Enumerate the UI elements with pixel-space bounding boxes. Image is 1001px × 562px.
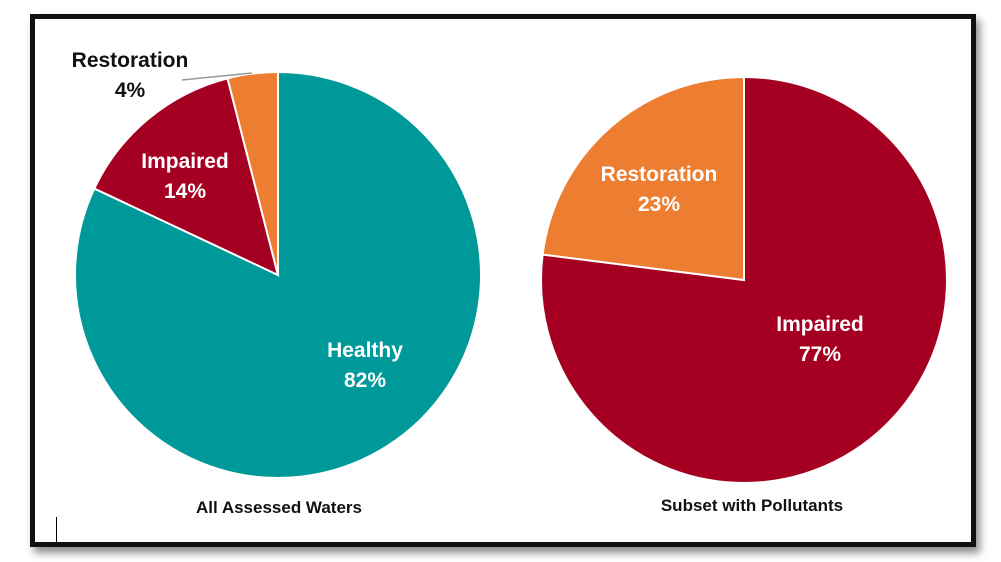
pie-chart-2: Impaired 77% Restoration 23% Subset with Pol… — [540, 75, 948, 515]
slice-value-impaired: 14% — [164, 180, 206, 203]
slice-label-restoration: Restoration — [601, 163, 718, 186]
slice-label-restoration: Restoration — [72, 49, 189, 72]
slice-value-restoration: 4% — [115, 79, 146, 102]
slice-label-healthy: Healthy — [327, 339, 403, 362]
chart-title: Subset with Pollutants — [661, 496, 843, 515]
slice-value-impaired: 77% — [799, 343, 841, 366]
chart-title: All Assessed Waters — [196, 498, 362, 517]
slice-restoration — [226, 70, 279, 276]
text-cursor — [56, 517, 57, 545]
pie-chart-1: Healthy 82% Impaired 14% Restoration 4% All As… — [72, 49, 482, 517]
slice-restoration — [541, 75, 745, 282]
slice-label-impaired: Impaired — [141, 150, 229, 173]
leader-line-restoration — [181, 72, 253, 81]
slice-label-impaired: Impaired — [776, 313, 864, 336]
slice-value-restoration: 23% — [638, 193, 680, 216]
slice-impaired — [92, 77, 280, 277]
slice-value-healthy: 82% — [344, 369, 386, 392]
